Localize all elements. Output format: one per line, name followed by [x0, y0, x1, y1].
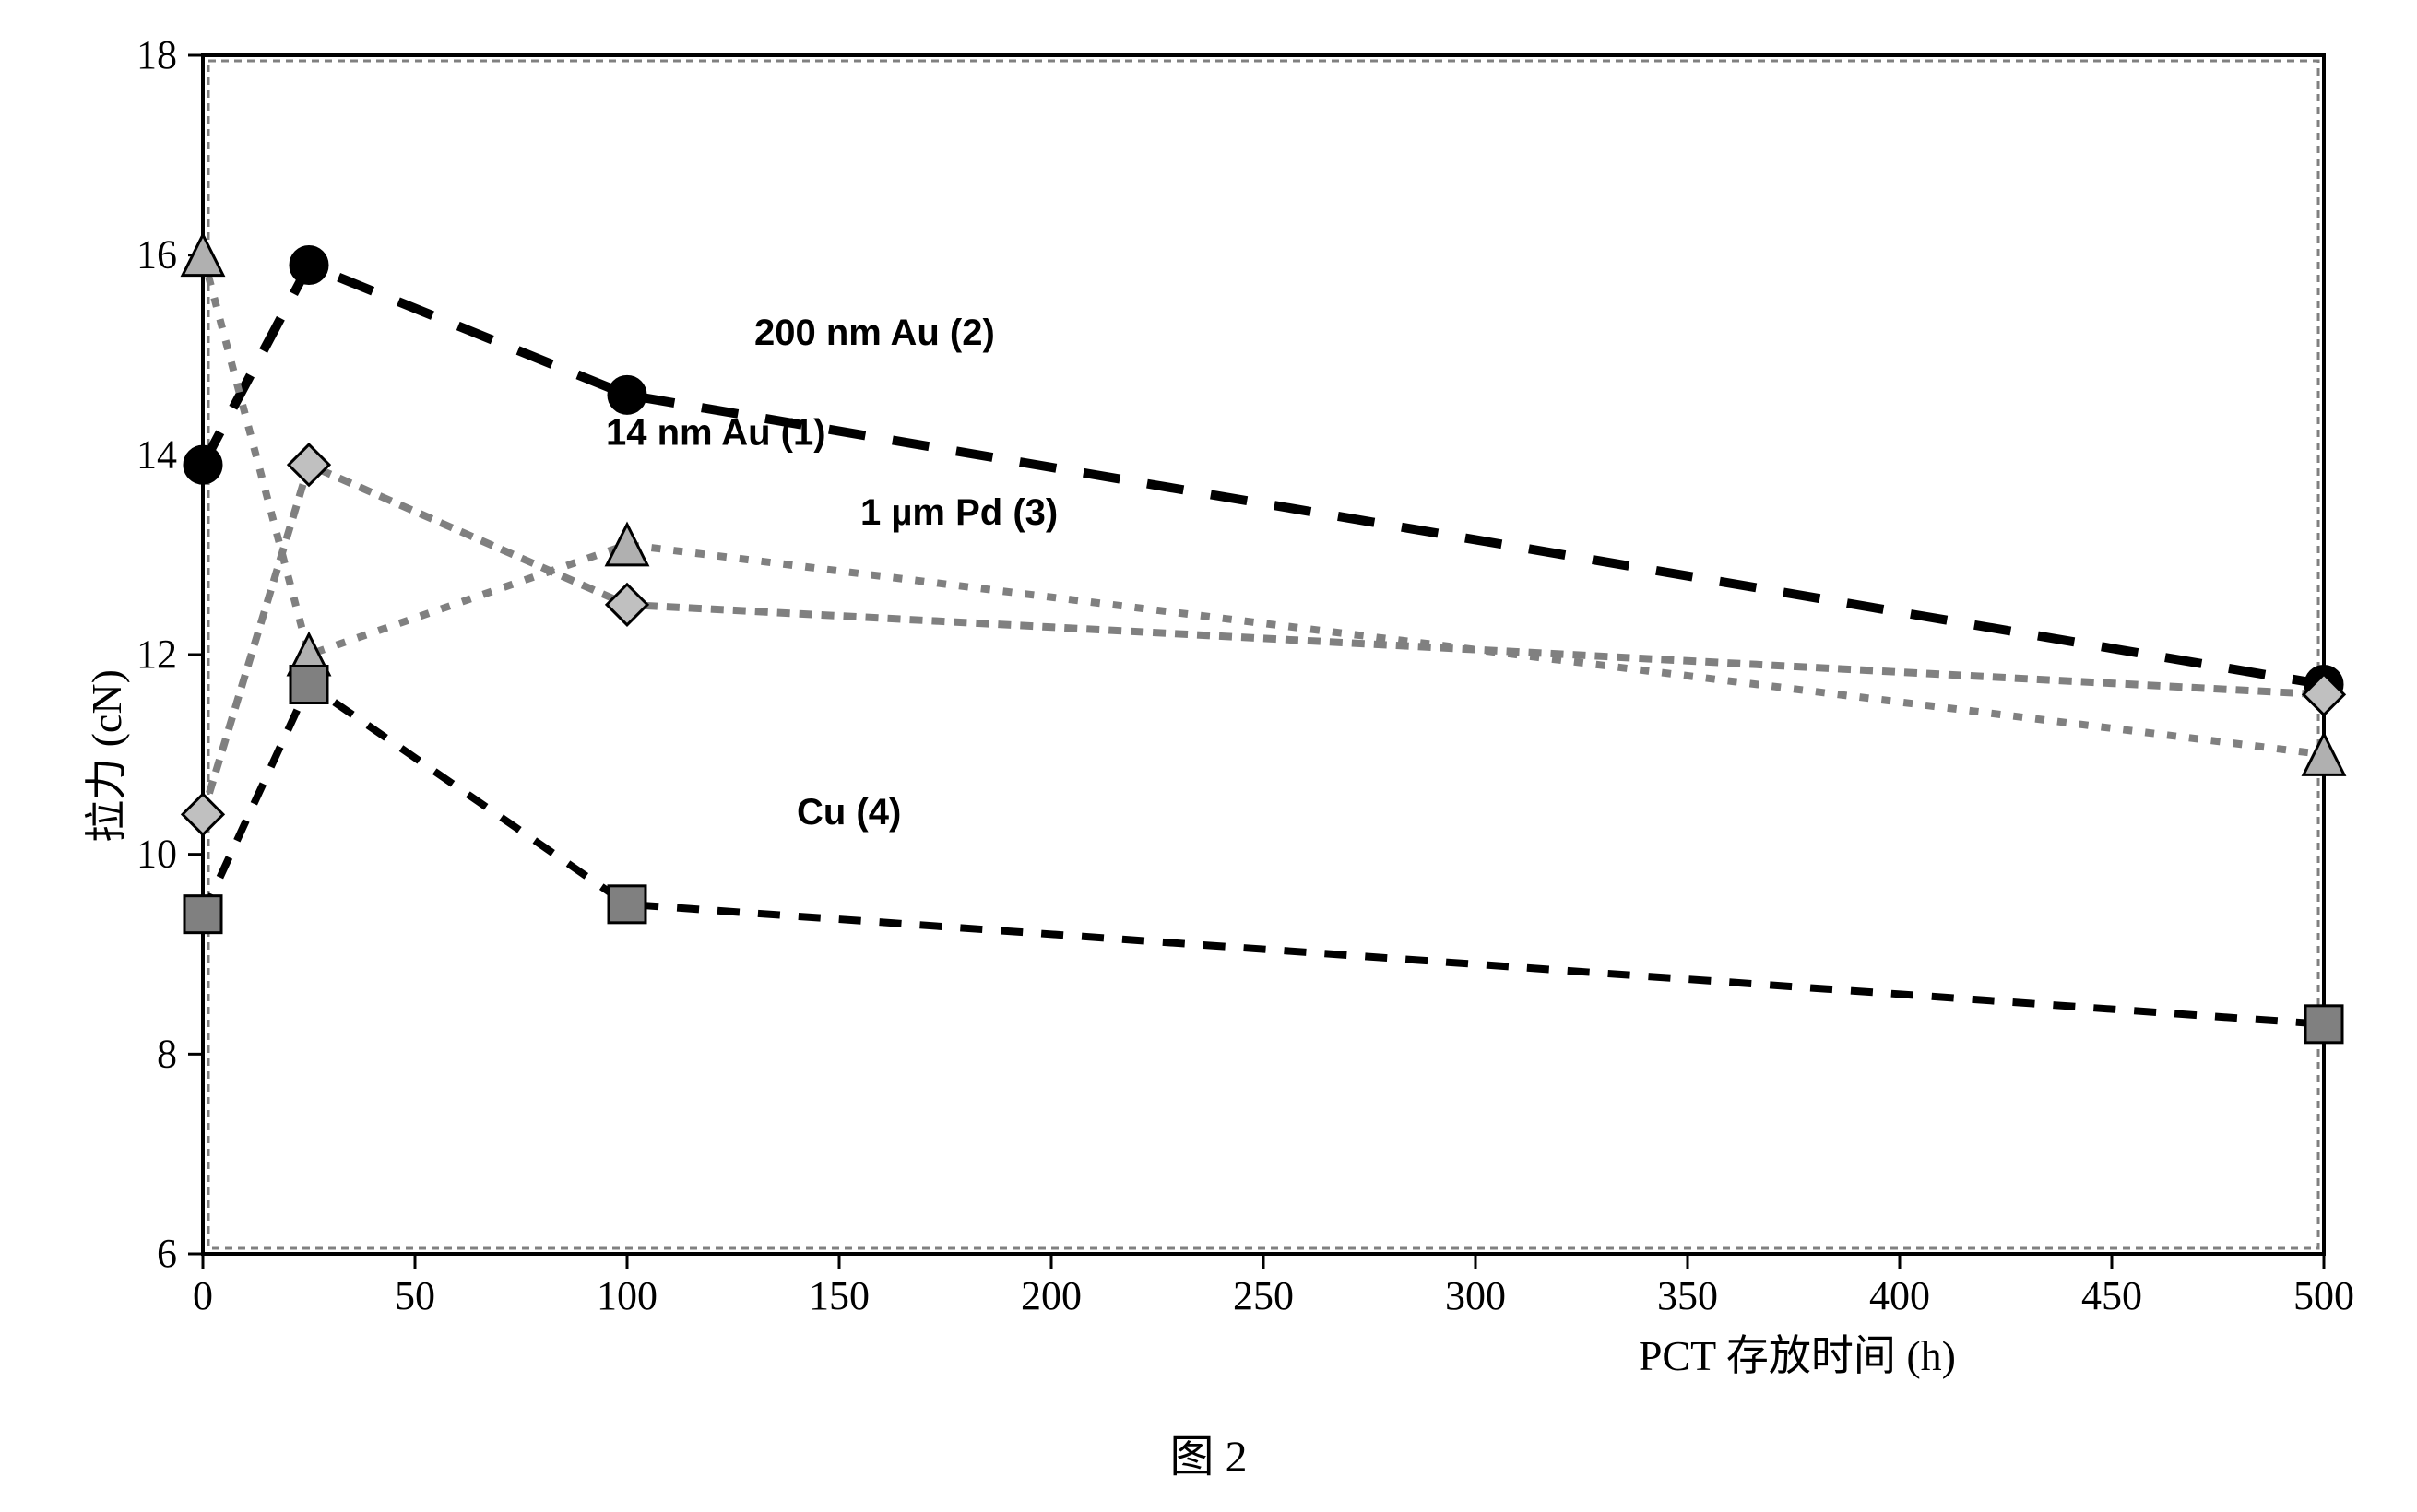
svg-text:Cu (4): Cu (4)	[797, 792, 901, 833]
svg-text:18: 18	[136, 32, 177, 77]
svg-text:10: 10	[136, 832, 177, 877]
svg-text:8: 8	[157, 1031, 177, 1076]
svg-text:200: 200	[1021, 1273, 1082, 1318]
svg-text:1 µm Pd (3): 1 µm Pd (3)	[860, 492, 1058, 533]
svg-text:500: 500	[2293, 1273, 2354, 1318]
svg-text:150: 150	[809, 1273, 870, 1318]
svg-text:6: 6	[157, 1231, 177, 1276]
figure-wrap: 0 50 100 150 200 250 300 350 400 450 500 6 8 10 12 14 16…	[0, 0, 2417, 1512]
svg-text:250: 250	[1233, 1273, 1294, 1318]
svg-text:16: 16	[136, 232, 177, 278]
svg-text:200 nm Au (2): 200 nm Au (2)	[754, 313, 995, 353]
y-axis-label: 拉力 (cN)	[73, 669, 134, 843]
x-axis-label: PCT 存放时间 (h)	[1639, 1322, 1956, 1383]
figure-caption: 图 2	[0, 1420, 2417, 1484]
svg-text:0: 0	[193, 1273, 213, 1318]
svg-text:50: 50	[395, 1273, 435, 1318]
svg-text:12: 12	[136, 632, 177, 677]
chart-svg: 0 50 100 150 200 250 300 350 400 450 500 6 8 10 12 14 16…	[0, 0, 2417, 1512]
svg-text:100: 100	[597, 1273, 658, 1318]
svg-text:14 nm Au (1): 14 nm Au (1)	[606, 413, 826, 454]
svg-text:300: 300	[1445, 1273, 1506, 1318]
svg-text:400: 400	[1869, 1273, 1930, 1318]
svg-text:450: 450	[2081, 1273, 2142, 1318]
svg-text:350: 350	[1657, 1273, 1718, 1318]
svg-text:14: 14	[136, 431, 177, 477]
